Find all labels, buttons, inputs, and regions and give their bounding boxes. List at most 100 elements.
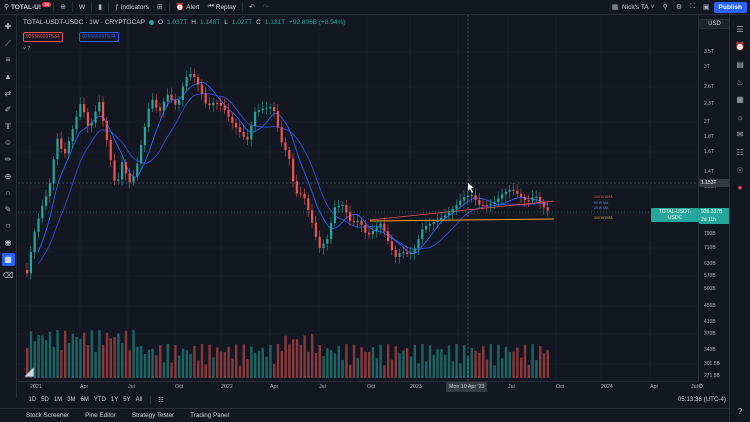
hidden-indicators-toggle[interactable]: ˅ 7 (23, 46, 30, 52)
chat-icon[interactable]: ✉ (736, 130, 744, 140)
snapshot-button[interactable]: ▣ (699, 0, 714, 15)
volume-bar (109, 338, 112, 378)
price-tick-label: 456B (704, 303, 716, 309)
volume-bar (113, 337, 116, 378)
candle-body (52, 159, 55, 184)
volume-bar (508, 351, 511, 378)
range-button-5d[interactable]: 5D (41, 397, 49, 403)
redo-button[interactable]: ↷ (259, 0, 273, 15)
tab-pine-editor[interactable]: Pine Editor (85, 412, 116, 419)
notifications-icon[interactable]: ● (737, 183, 743, 193)
replay-button[interactable]: ⏮ Replay (204, 0, 240, 15)
chart-pane[interactable]: TOTAL-USDT-USDC · 1W · CRYPTOCAP O 1.037T… (18, 15, 698, 381)
range-button-1y[interactable]: 1Y (110, 397, 119, 403)
add-symbol-button[interactable]: ⊕ (56, 0, 70, 15)
fullscreen-button[interactable]: ⛶ (686, 0, 699, 15)
ideas-icon[interactable]: ☼ (736, 112, 744, 122)
candle-body (166, 94, 169, 102)
volume-bar (539, 346, 542, 378)
volume-bar (136, 346, 139, 378)
range-button-1m[interactable]: 1M (53, 397, 63, 403)
range-button-5y[interactable]: 5Y (123, 397, 131, 403)
volume-bar (29, 331, 33, 378)
tab-stock-screener[interactable]: Stock Screener (26, 412, 70, 419)
divider (168, 2, 170, 12)
sma-line (369, 200, 555, 221)
symbol-search[interactable]: ⚲ TOTAL-U! (0, 0, 45, 15)
candle-body (485, 204, 488, 206)
settings-button[interactable]: ⚙ (672, 0, 686, 15)
range-button-1d[interactable]: 1D (28, 397, 37, 403)
hotlist-icon[interactable]: ♨ (736, 77, 744, 87)
tab-strategy-tester[interactable]: Strategy Tester (131, 412, 175, 419)
indicators-button[interactable]: ƒ Indicators (111, 0, 153, 15)
right-sidebar: ☰ ⏰ ▤ ♨ ▦ ☼ ✉ ☷ ☉ ● ? (729, 15, 750, 422)
chart-type-button[interactable]: ▮ (94, 0, 106, 15)
candle-body (512, 189, 515, 191)
currency-selector[interactable]: USD (699, 19, 730, 29)
candle-body (292, 158, 295, 182)
watchlist-icon[interactable]: ☰ (736, 24, 744, 34)
range-button-ytd[interactable]: YTD (93, 397, 106, 403)
volume-bar (75, 336, 78, 378)
range-button-6m[interactable]: 6M (80, 397, 89, 403)
volume-bar (151, 348, 154, 378)
publish-button[interactable]: Publish (713, 1, 747, 13)
crosshair-icon[interactable]: ✚ (4, 22, 12, 32)
templates-button[interactable]: ⊞ (153, 0, 167, 15)
quick-search-button[interactable]: ⚲ (659, 0, 672, 15)
volume-bar (170, 362, 173, 378)
alert-button[interactable]: ⏰ Alert (172, 0, 204, 15)
price-tick-label: 570B (704, 273, 716, 279)
emoji-icon[interactable]: ☺ (3, 138, 13, 148)
axis-settings-icon[interactable]: ⚙ (698, 384, 704, 390)
news-icon[interactable]: ☷ (736, 147, 744, 157)
price-chart[interactable] (18, 15, 698, 381)
interval-button[interactable]: W (75, 0, 89, 15)
lock-draw-icon[interactable]: ✎ (4, 204, 12, 214)
volume-bar (261, 347, 264, 378)
price-tick-label: 2.3T (704, 101, 715, 107)
date-range-icon[interactable]: ☷ (158, 397, 164, 404)
zoom-icon[interactable]: ⊕ (4, 171, 12, 181)
trend-line-icon[interactable]: ⟋ (5, 38, 11, 48)
measure-icon[interactable]: ⇄ (4, 88, 12, 98)
help-icon[interactable]: ? (737, 406, 743, 416)
volume-bar (318, 345, 321, 378)
text-icon[interactable]: T (5, 121, 11, 131)
data-window-icon[interactable]: ▤ (736, 59, 744, 69)
time-tick-label: Oct (367, 384, 376, 390)
eye-icon[interactable]: ◉ (4, 238, 12, 248)
layout-menu[interactable]: ▦ Nick's TA ˅ (608, 0, 659, 15)
tab-trading-panel[interactable]: Trading Panel (190, 412, 230, 419)
lock-icon[interactable]: ○ (5, 221, 11, 231)
range-buttons: 1D 5D 1M 3M 6M YTD 1Y 5Y All (26, 397, 145, 403)
replay-label: Replay (215, 3, 236, 11)
time-axis[interactable]: 2021 Apr Jul Oct 2022 Apr Jul Oct 2023 Jul Oct 2024… (18, 381, 703, 392)
notification-badge: 18 (42, 1, 52, 7)
price-axis[interactable]: USD 3.5T3T2.6T2.3T2T1.8T1.6T1.4T1.25T1.0… (651, 15, 730, 381)
fib-icon[interactable]: ≡ (5, 55, 11, 65)
range-button-all[interactable]: All (135, 397, 143, 403)
brush-icon[interactable]: ✐ (4, 105, 12, 115)
volume-bar (227, 346, 230, 378)
magnet-icon[interactable]: ∩ (5, 188, 11, 198)
candle-body (516, 190, 519, 194)
undo-button[interactable]: ↶ (245, 0, 259, 15)
candle-body (360, 220, 363, 226)
range-button-3m[interactable]: 3M (67, 397, 76, 403)
alerts-icon[interactable]: ⏰ (735, 42, 745, 52)
ruler-icon[interactable]: ✏ (4, 155, 12, 165)
indicator-tag-1[interactable]: 92656699T534 (23, 32, 63, 42)
indicator-tag-2[interactable]: 92656699T534 (79, 32, 119, 42)
favorite-tools-icon[interactable]: ▦ (1, 253, 15, 267)
pattern-icon[interactable]: ▲ (4, 72, 12, 82)
candle-body (459, 200, 462, 205)
clock[interactable]: 05:13:36 (UTC-4) (677, 396, 726, 403)
calendar-icon[interactable]: ▦ (736, 95, 744, 105)
ma-label-3: 20 W MA (594, 206, 609, 210)
volume-bar (542, 353, 546, 378)
trash-icon[interactable]: ⌫ (2, 271, 14, 281)
volume-bar (406, 348, 409, 378)
broadcast-icon[interactable]: ☉ (736, 165, 744, 175)
